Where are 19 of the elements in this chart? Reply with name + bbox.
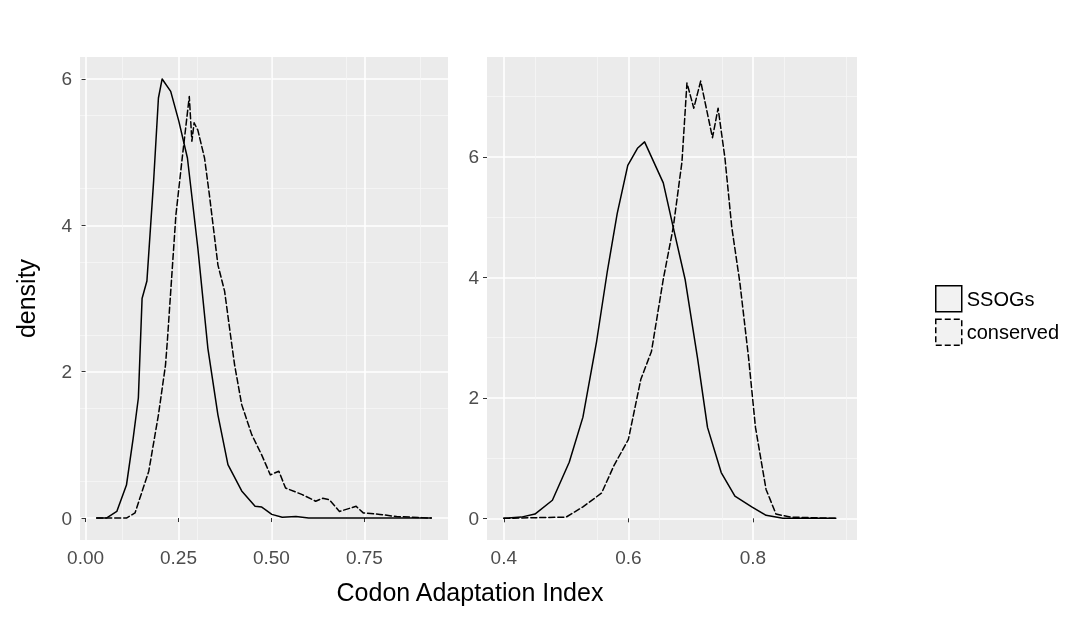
y-tick-label: 2 — [61, 361, 72, 383]
x-tick-label: 0.50 — [252, 547, 290, 568]
y-tick-label: 0 — [61, 507, 72, 529]
x-tick-label: 0.25 — [160, 547, 197, 568]
y-tick-label: 6 — [468, 146, 479, 168]
y-axis-title: density — [11, 258, 40, 339]
x-tick-label: 0.00 — [67, 547, 105, 568]
y-tick-label: 6 — [61, 68, 72, 90]
x-tick-label: 0.6 — [615, 547, 642, 568]
x-tick-label: 0.75 — [345, 547, 383, 568]
y-tick-label: 0 — [468, 507, 479, 529]
x-tick-label: 0.8 — [739, 547, 767, 568]
legend-label: conserved — [966, 321, 1060, 344]
x-tick-label: 0.4 — [490, 547, 518, 568]
y-tick-label: 4 — [61, 214, 73, 236]
y-tick-label: 2 — [468, 387, 479, 409]
legend-label: SSOGs — [966, 287, 1035, 310]
y-tick-label: 4 — [468, 266, 480, 288]
x-axis-title: Codon Adaptation Index — [335, 578, 605, 607]
